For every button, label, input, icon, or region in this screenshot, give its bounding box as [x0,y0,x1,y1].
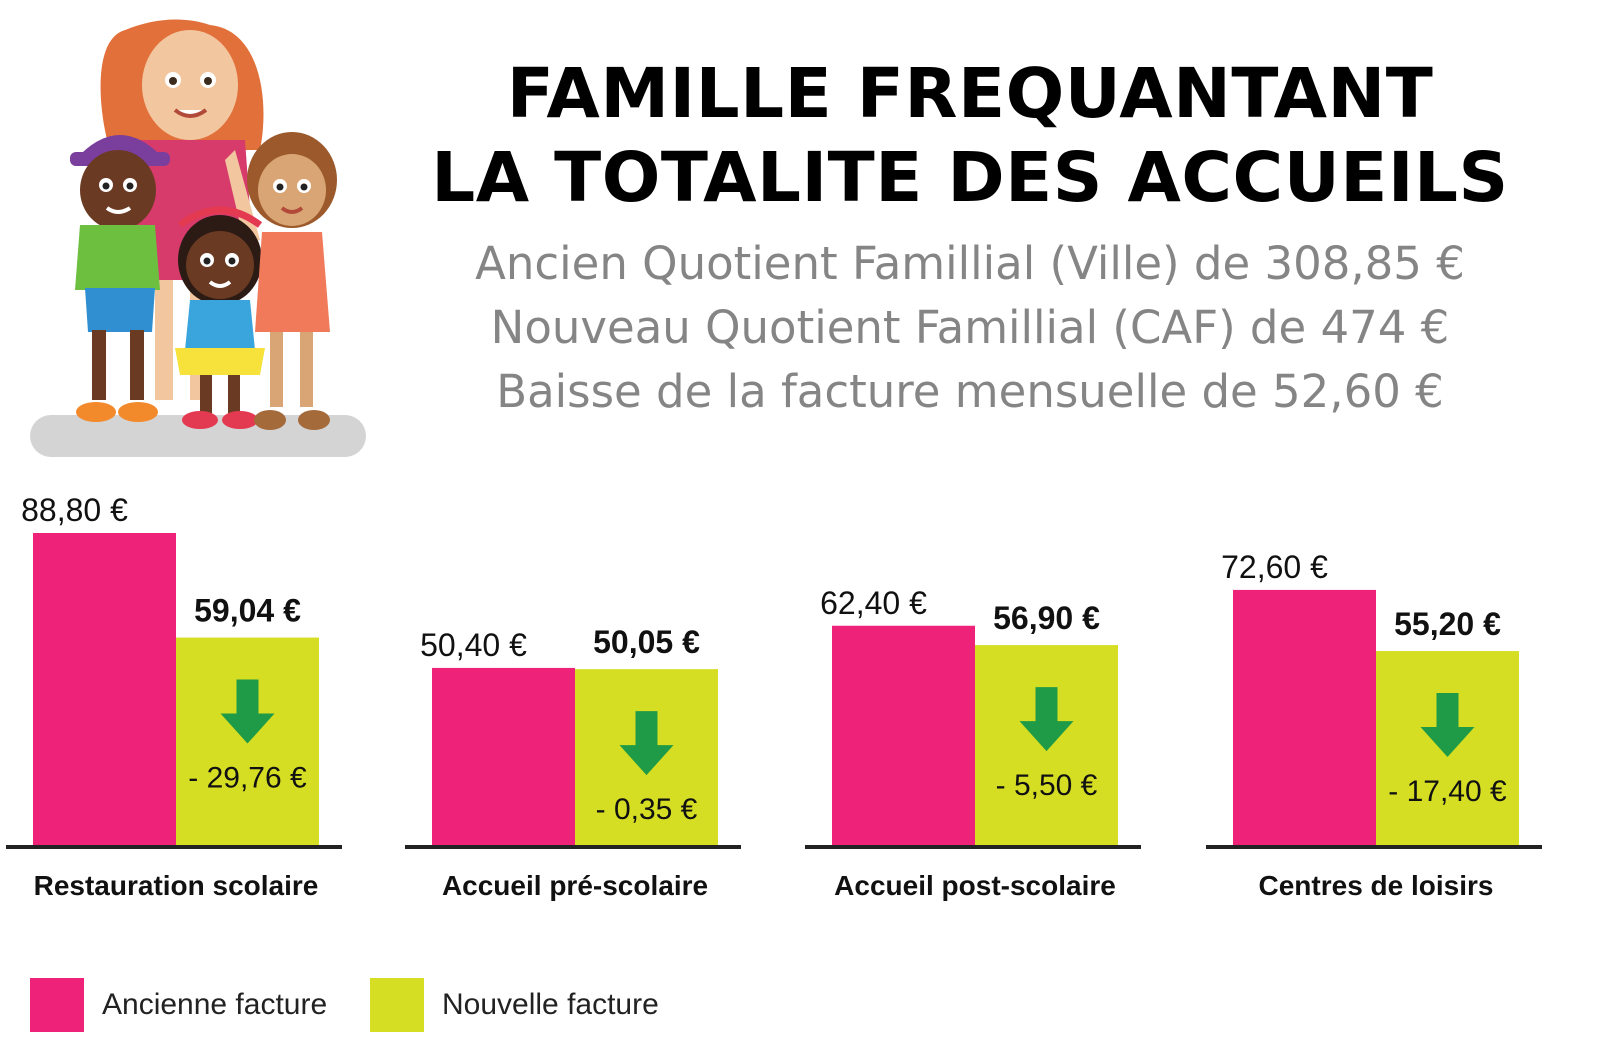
arrow-down-icon [1420,693,1475,758]
bar-old [33,533,176,845]
bar-chart: 88,80 € 59,04 € - 29,76 € Restauration scol… [6,492,1542,901]
difference-label: - 0,35 € [596,793,698,826]
subtitle: Ancien Quotient Famillial (Ville) de 308… [400,232,1540,424]
axis-line [805,845,1141,849]
page-title: FAMILLE FREQUANTANT LA TOTALITE DES ACCU… [405,52,1535,220]
data-label-old: 62,40 € [820,585,927,621]
axis-line [6,845,342,849]
axis-line [1206,845,1542,849]
category-label: Accueil post-scolaire [834,870,1116,901]
category-label: Centres de loisirs [1259,870,1494,901]
title-line-2: LA TOTALITE DES ACCUEILS [431,138,1509,218]
bar-old [432,667,575,845]
bar-old [832,625,975,845]
bar-old [1233,589,1376,845]
difference-label: - 29,76 € [188,762,307,795]
arrow-down-icon [1019,687,1074,752]
category-label: Accueil pré-scolaire [442,870,708,901]
legend-swatch-old [30,978,84,1032]
data-label-old: 50,40 € [420,627,527,663]
legend-swatch-new [370,978,424,1032]
axis-line [405,845,741,849]
arrow-down-icon [619,711,674,776]
category-label: Restauration scolaire [34,870,319,901]
data-label-old: 72,60 € [1221,549,1328,585]
difference-label: - 17,40 € [1388,775,1507,808]
data-label-new: 55,20 € [1394,606,1501,642]
data-label-new: 56,90 € [993,600,1100,636]
title-line-1: FAMILLE FREQUANTANT [506,54,1434,134]
arrow-down-icon [220,679,275,744]
legend-label-new: Nouvelle facture [442,988,659,1021]
subtitle-line-1: Ancien Quotient Famillial (Ville) de 308… [475,237,1465,290]
small-girl-figure [175,206,265,429]
data-label-new: 59,04 € [194,593,301,629]
data-label-new: 50,05 € [593,624,700,660]
subtitle-line-3: Baisse de la facture mensuelle de 52,60 … [496,365,1444,418]
data-label-old: 88,80 € [21,492,128,528]
difference-label: - 5,50 € [996,769,1098,802]
family-illustration [30,19,366,457]
boy-figure [70,135,170,422]
subtitle-line-2: Nouveau Quotient Famillial (CAF) de 474 … [490,301,1450,354]
legend-label-old: Ancienne facture [102,988,328,1021]
tall-girl-figure [247,132,337,430]
